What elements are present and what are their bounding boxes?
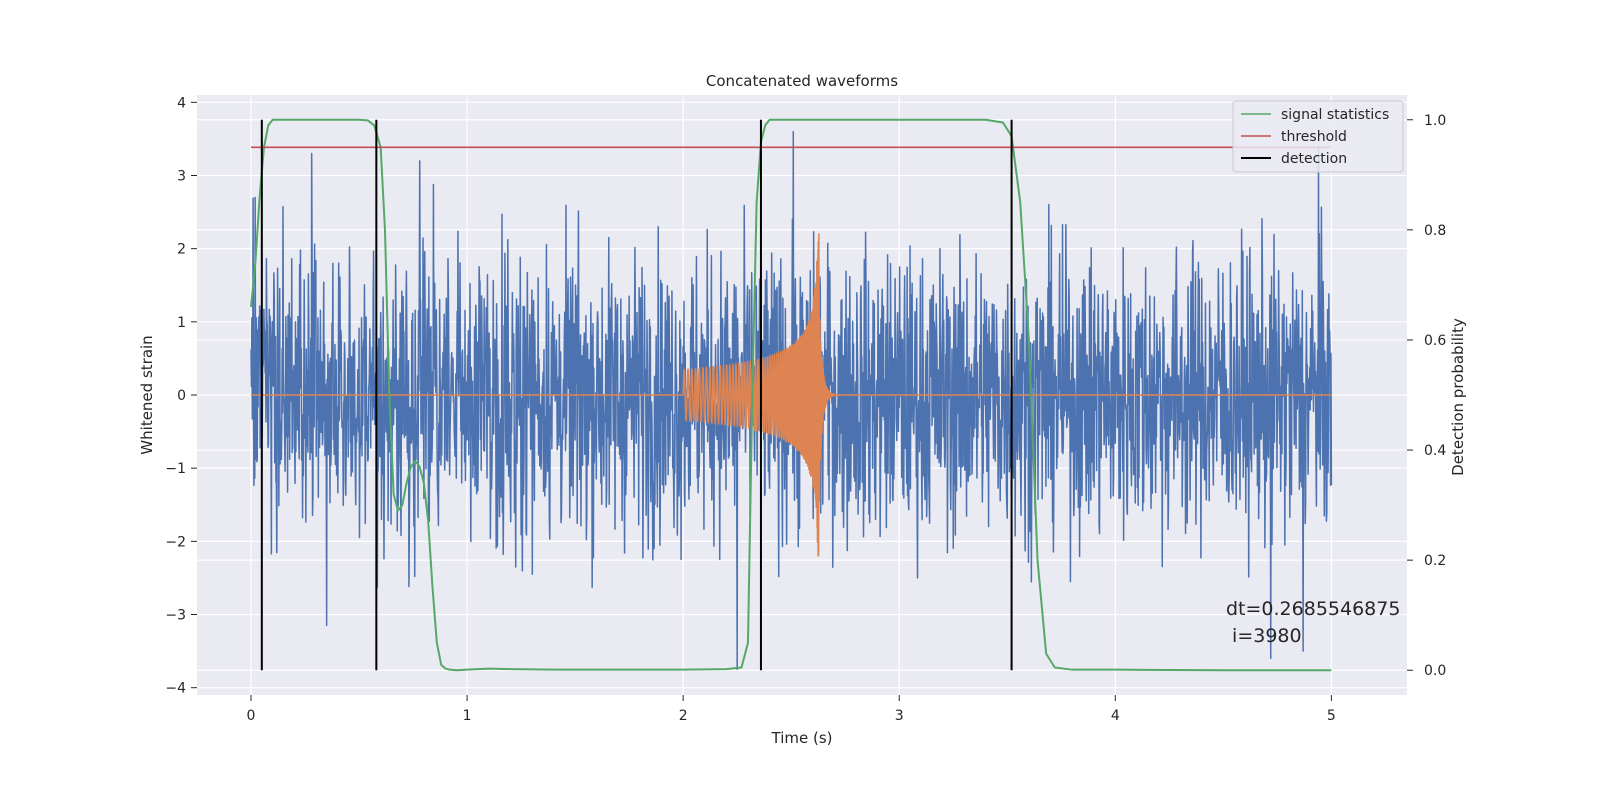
- x-axis-label: Time (s): [771, 729, 833, 747]
- y-tick-label-0: −4: [165, 681, 186, 697]
- y2-tick-label-3: 0.6: [1424, 333, 1446, 349]
- y-tick-label-4: 0: [177, 388, 186, 404]
- annotation-dt: dt=0.2685546875: [1226, 598, 1400, 620]
- y-tick-label-6: 2: [177, 242, 186, 258]
- x-tick-label-3: 3: [895, 708, 904, 724]
- y2-tick-label-1: 0.2: [1424, 553, 1446, 569]
- y-tick-label-5: 1: [177, 315, 186, 331]
- y2-tick-label-5: 1.0: [1424, 113, 1446, 129]
- annotation-index: i=3980: [1226, 625, 1302, 647]
- annotation: dt=0.2685546875 i=3980: [1226, 598, 1400, 647]
- series-signal-statistics-line: [250, 118, 1332, 672]
- x-tick-label-4: 4: [1111, 708, 1120, 724]
- chart-title: Concatenated waveforms: [706, 72, 898, 90]
- data-layer: [250, 118, 1333, 672]
- y2-axis-label: Detection probability: [1449, 318, 1467, 476]
- y-tick-label-3: −1: [165, 461, 186, 477]
- y-tick-label-2: −2: [165, 534, 186, 550]
- y2-tick-label-2: 0.4: [1424, 443, 1446, 459]
- axes: 0 1 2 3 4 5 −4 −3 −2 −1 0 1 2 3 4 0.0 0.2 0.4 0.6 0.8 1.0: [165, 95, 1446, 724]
- y-tick-label-8: 4: [177, 95, 186, 111]
- x-tick-label-0: 0: [247, 708, 256, 724]
- y-axis-label: Whitened strain: [138, 335, 156, 454]
- legend-label-threshold: threshold: [1281, 129, 1347, 145]
- y2-tick-label-0: 0.0: [1424, 663, 1446, 679]
- legend-label-signal-statistics: signal statistics: [1281, 107, 1389, 123]
- legend-label-detection: detection: [1281, 151, 1347, 167]
- legend-box: [1232, 100, 1404, 173]
- y2-tick-label-4: 0.8: [1424, 223, 1446, 239]
- legend: signal statistics threshold detection: [1232, 100, 1404, 173]
- y-tick-label-1: −3: [165, 608, 186, 624]
- x-tick-label-1: 1: [463, 708, 472, 724]
- x-tick-label-5: 5: [1327, 708, 1336, 724]
- x-tick-label-2: 2: [679, 708, 688, 724]
- series-injection-line: [251, 233, 1332, 557]
- y-tick-label-7: 3: [177, 168, 186, 184]
